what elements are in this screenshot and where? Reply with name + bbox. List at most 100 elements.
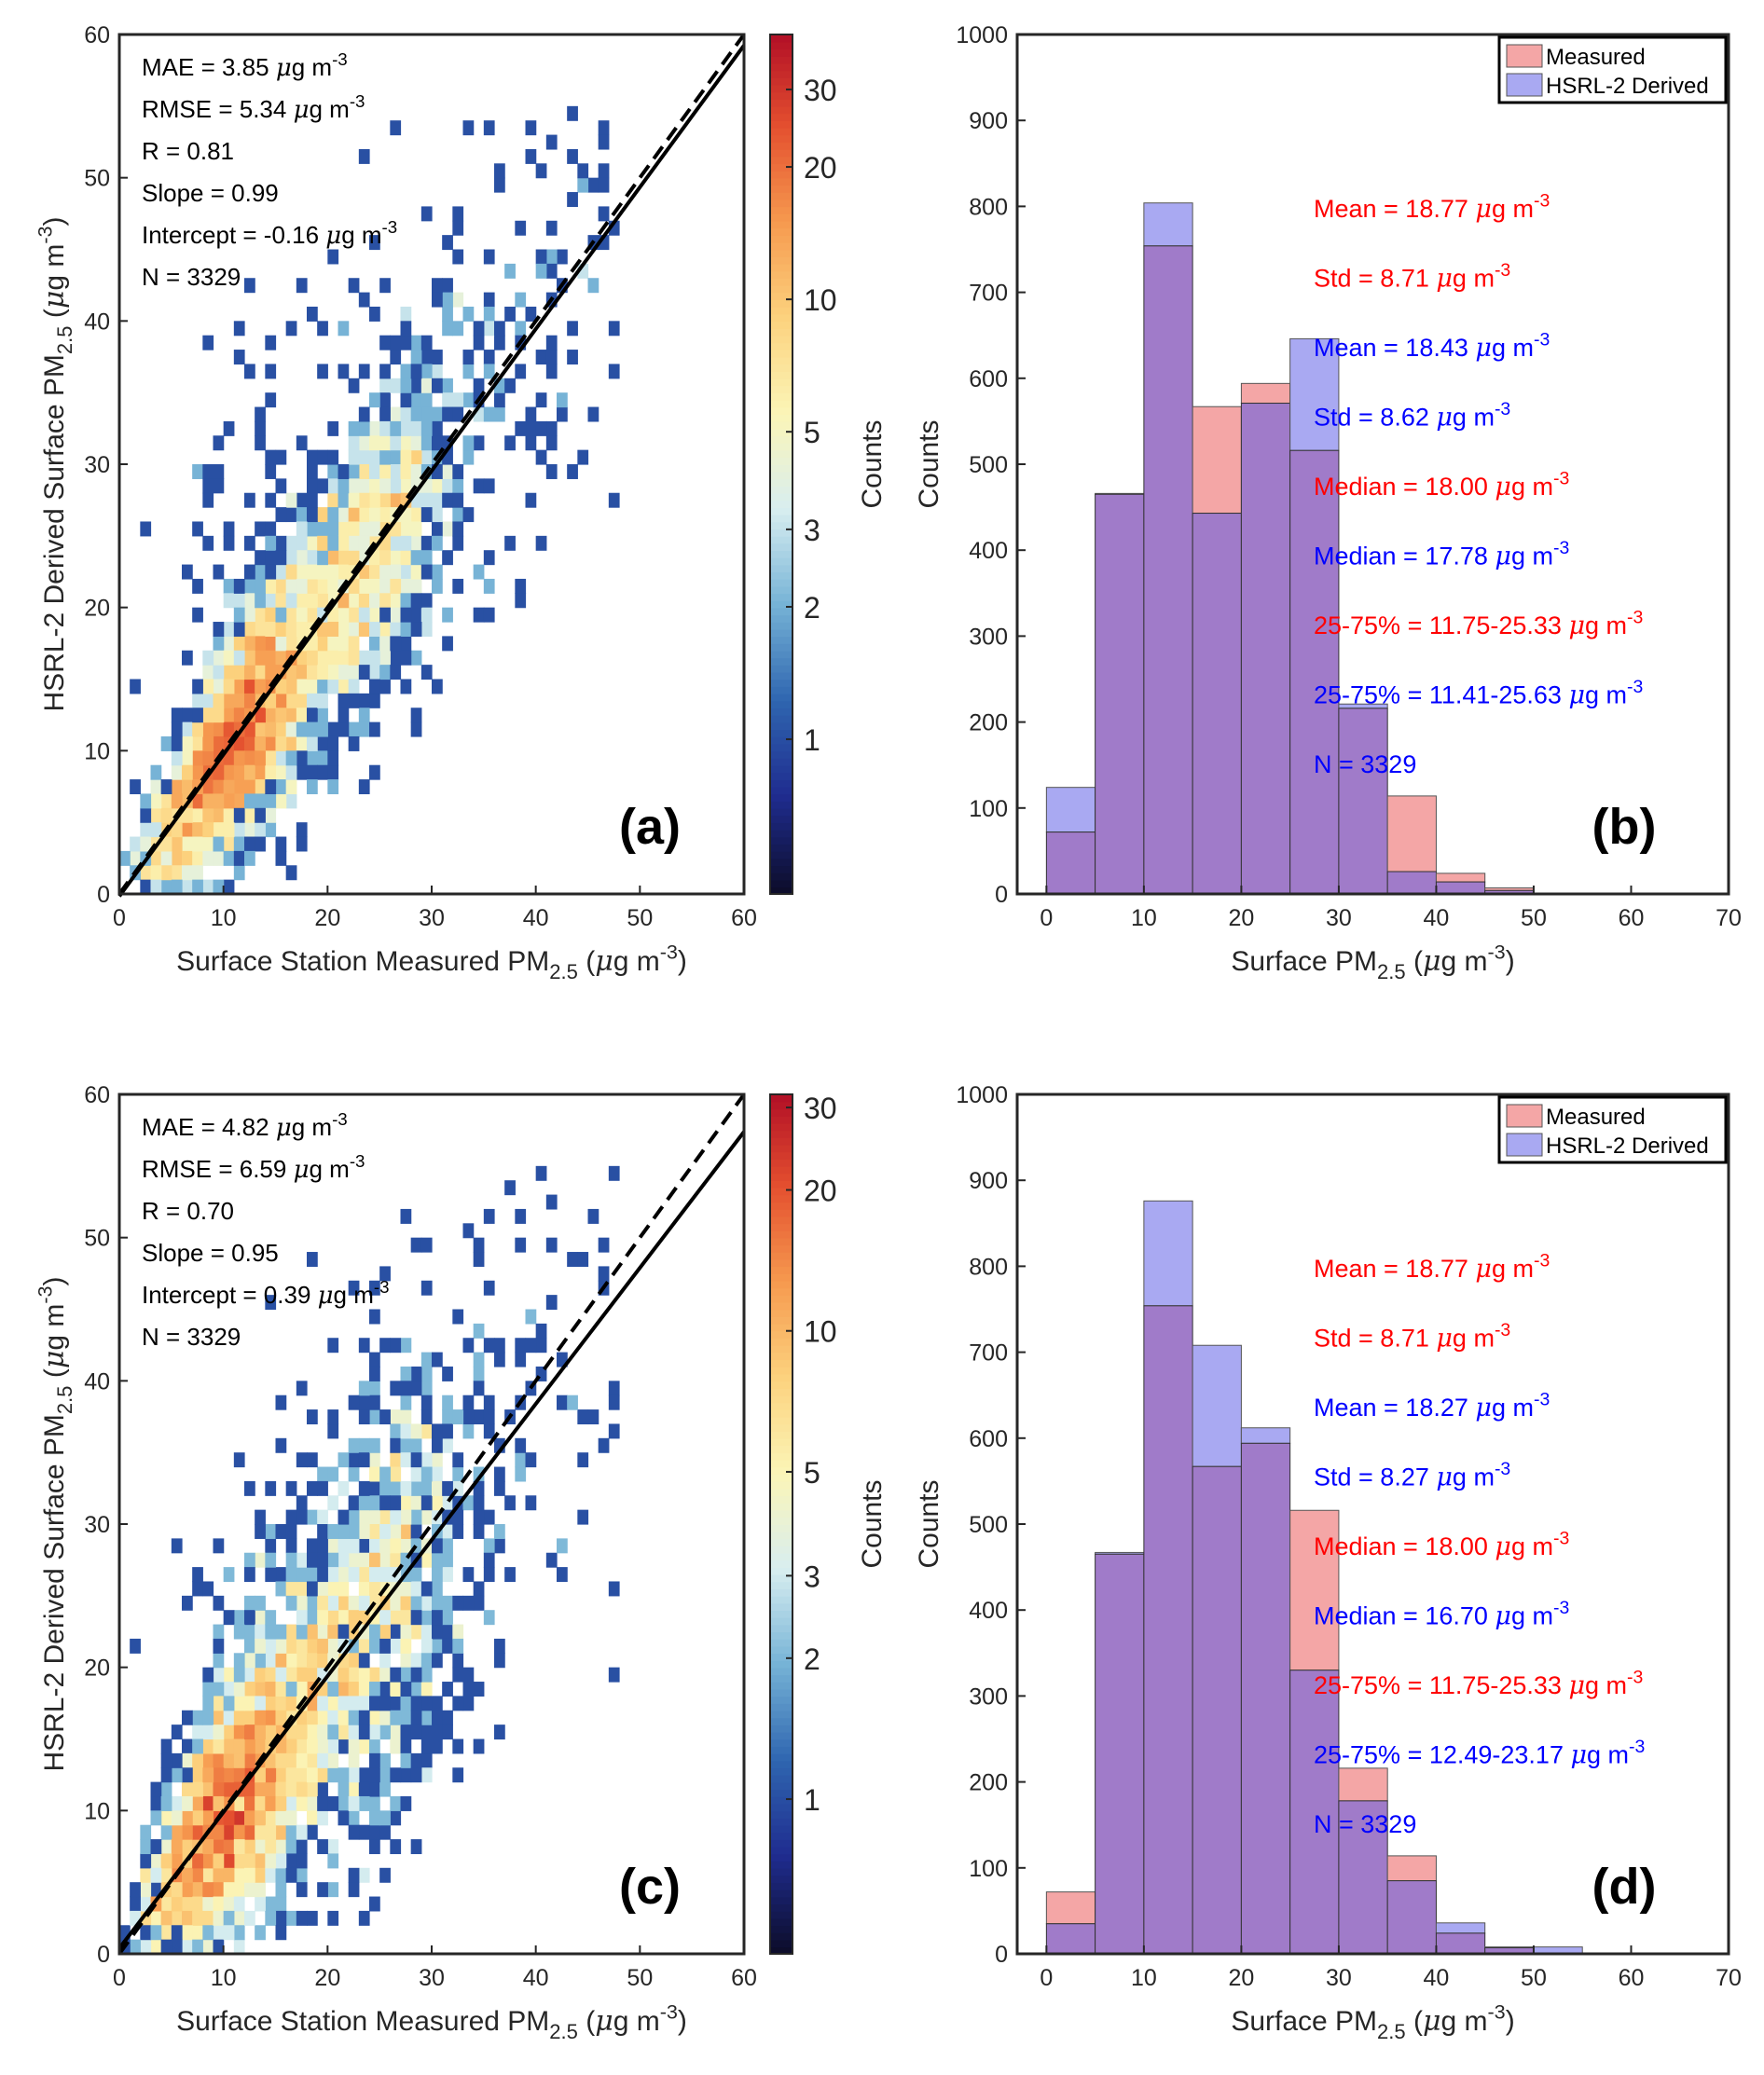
colorbar-tick-label: 1 (804, 723, 820, 757)
heatmap-cell (213, 793, 225, 809)
x-tick-label: 30 (1326, 905, 1352, 931)
heatmap-cell (494, 406, 505, 422)
heatmap-cell (307, 636, 318, 652)
heatmap-cell (285, 1752, 297, 1768)
heatmap-cell (515, 220, 527, 236)
heatmap-cell (400, 392, 412, 408)
colorbar-step (770, 693, 792, 702)
heatmap-cell (275, 1810, 287, 1826)
heatmap-cell (545, 435, 558, 451)
heatmap-cell (462, 1423, 475, 1439)
heatmap-cell (275, 535, 287, 551)
heatmap-cell (390, 120, 402, 136)
colorbar-step (770, 385, 792, 393)
heatmap-cell (369, 235, 380, 251)
y-tick-label: 900 (969, 108, 1008, 134)
heatmap-cell (265, 1795, 277, 1811)
colorbar-step (770, 844, 792, 852)
heatmap-cell (483, 1280, 495, 1296)
heatmap-cell (515, 1352, 527, 1367)
heatmap-cell (348, 1395, 360, 1410)
heatmap-cell (275, 1853, 287, 1869)
heatmap-cell (233, 735, 245, 751)
heatmap-cell (223, 1824, 235, 1840)
colorbar-step (770, 1546, 792, 1554)
heatmap-cell (275, 650, 287, 666)
heatmap-cell (432, 378, 443, 393)
heatmap-cell (545, 1237, 558, 1253)
y-tick-label: 100 (969, 1856, 1008, 1882)
heatmap-cell (265, 607, 277, 623)
heatmap-cell (265, 1710, 277, 1725)
x-tick-label: 50 (627, 1965, 653, 1991)
colorbar-step (770, 1738, 792, 1747)
heatmap-cell (255, 607, 266, 623)
heatmap-cell (473, 1738, 485, 1754)
heatmap-cell (327, 1638, 339, 1654)
heatmap-cell (192, 836, 203, 852)
heatmap-cell (296, 1725, 308, 1740)
heatmap-cell (285, 492, 297, 508)
heatmap-cell (213, 665, 225, 680)
stat-text: N = 3329 (1314, 750, 1416, 778)
heatmap-cell (348, 1882, 360, 1898)
heatmap-cell (410, 1366, 422, 1381)
heatmap-cell (400, 1437, 412, 1453)
heatmap-cell (130, 1939, 141, 1955)
overlap-bar (1095, 1553, 1145, 1955)
heatmap-cell (202, 693, 214, 708)
x-tick-label: 10 (1131, 1965, 1157, 1991)
heatmap-cell (420, 535, 433, 551)
heatmap-cell (285, 1696, 297, 1711)
colorbar-step (770, 256, 792, 265)
heatmap-cell (369, 650, 380, 666)
colorbar-step (770, 1194, 792, 1203)
heatmap-cell (432, 1696, 443, 1711)
heatmap-cell (587, 1208, 599, 1224)
heatmap-cell (202, 850, 214, 866)
colorbar-step (770, 1137, 792, 1146)
heatmap-cell (410, 550, 422, 566)
heatmap-cell (317, 364, 328, 379)
heatmap-cell (338, 1781, 350, 1797)
heatmap-cell (369, 1495, 380, 1511)
heatmap-cell (494, 1338, 505, 1354)
overlap-bar (1289, 449, 1340, 895)
heatmap-cell (327, 1853, 339, 1869)
y-tick-label: 20 (84, 1656, 110, 1682)
heatmap-cell (202, 793, 214, 809)
heatmap-cell (327, 1882, 339, 1898)
heatmap-cell (420, 1624, 433, 1640)
heatmap-cell (213, 1624, 225, 1640)
heatmap-cell (223, 807, 235, 823)
heatmap-cell (327, 578, 339, 594)
colorbar-step (770, 865, 792, 873)
heatmap-cell (307, 449, 318, 465)
measured-bar (1289, 1509, 1340, 1671)
heatmap-cell (358, 607, 370, 623)
heatmap-cell (223, 750, 235, 766)
heatmap-cell (608, 1165, 620, 1181)
heatmap-cell (432, 435, 443, 451)
heatmap-cell (233, 321, 245, 337)
heatmap-cell (233, 1667, 245, 1683)
heatmap-cell (171, 750, 183, 766)
heatmap-cell (265, 1696, 277, 1711)
heatmap-cell (327, 1696, 339, 1711)
colorbar-step (770, 1595, 792, 1604)
colorbar-step (770, 56, 792, 64)
overlap-bar (1289, 1670, 1340, 1955)
colorbar-step (770, 1752, 792, 1762)
heatmap-cell (338, 708, 350, 723)
heatmap-cell (369, 1409, 380, 1425)
heatmap-cell (545, 364, 558, 379)
heatmap-cell (348, 507, 360, 523)
heatmap-cell (348, 521, 360, 537)
heatmap-cell (296, 721, 308, 737)
heatmap-cell (545, 464, 558, 479)
heatmap-cell (285, 1567, 297, 1583)
heatmap-cell (140, 836, 152, 852)
heatmap-cell (192, 1738, 203, 1754)
heatmap-cell (171, 1795, 183, 1811)
heatmap-cell (296, 1452, 308, 1468)
